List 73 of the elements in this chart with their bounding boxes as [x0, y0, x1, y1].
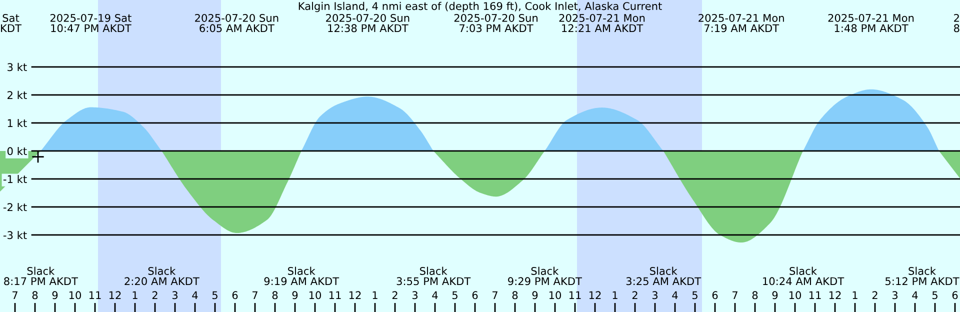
x-tick-label: 3 — [412, 291, 418, 300]
annotation: Sat KDT — [1, 14, 22, 32]
x-tick-label: 9 — [772, 291, 778, 300]
y-tick-label: 3 kt — [8, 62, 27, 72]
x-tick-label: 9 — [532, 291, 538, 300]
x-tick-label: 9 — [52, 291, 58, 300]
x-tick-label: 1 — [132, 291, 138, 300]
x-tick-label: 5 — [692, 291, 698, 300]
x-tick-label: 10 — [789, 291, 802, 300]
annotation: Slack 3:55 PM AKDT — [396, 266, 471, 286]
x-tick-label: 12 — [829, 291, 841, 300]
y-tick-label: 0 kt — [7, 146, 27, 156]
x-tick-label: 7 — [12, 291, 18, 300]
annotation: 2025-07-21 Mon 12:21 AM AKDT — [559, 14, 645, 32]
x-tick-label: 5 — [932, 291, 938, 300]
annotation: 2 8 — [954, 14, 960, 32]
x-tick-label: 3 — [892, 291, 898, 300]
annotation: Slack 3:25 AM AKDT — [626, 266, 702, 286]
x-tick-label: 11 — [329, 291, 341, 300]
x-tick-label: 7 — [492, 291, 498, 300]
annotation: Slack 9:29 PM AKDT — [508, 266, 582, 286]
annotation: 2025-07-19 Sat 10:47 PM AKDT — [50, 14, 132, 32]
x-tick-label: 11 — [569, 291, 581, 300]
x-tick-label: 10 — [309, 291, 322, 300]
annotation: Slack 8:17 PM AKDT — [4, 266, 78, 286]
x-tick-label: 11 — [809, 291, 821, 300]
x-tick-label: 6 — [952, 291, 958, 300]
x-tick-label: 11 — [89, 291, 101, 300]
x-tick-label: 6 — [712, 291, 718, 300]
annotation: Slack 9:19 AM AKDT — [264, 266, 340, 286]
x-tick-label: 8 — [752, 291, 758, 300]
x-tick-label: 8 — [32, 291, 38, 300]
x-tick-label: 8 — [272, 291, 278, 300]
x-tick-label: 6 — [472, 291, 478, 300]
x-tick-label: 5 — [212, 291, 218, 300]
chart-title: Kalgin Island, 4 nmi east of (depth 169 ft), Cook Inlet, Alaska Current — [298, 2, 662, 12]
x-tick-label: 2 — [152, 291, 158, 300]
x-tick-label: 12 — [589, 291, 601, 300]
x-tick-label: 12 — [109, 291, 121, 300]
x-tick-label: 5 — [452, 291, 458, 300]
x-tick-label: 4 — [912, 291, 918, 300]
x-tick-label: 7 — [732, 291, 738, 300]
x-tick-label: 10 — [69, 291, 82, 300]
annotation: 2025-07-20 Sun 6:05 AM AKDT — [195, 14, 278, 32]
x-tick-label: 9 — [292, 291, 298, 300]
x-tick-label: 6 — [232, 291, 238, 300]
x-tick-label: 2 — [872, 291, 878, 300]
annotation: Slack 5:12 PM AKDT — [886, 266, 960, 286]
annotation: Slack 2:20 AM AKDT — [124, 266, 200, 286]
x-tick-label: 3 — [172, 291, 178, 300]
x-tick-label: 1 — [372, 291, 378, 300]
x-tick-label: 4 — [432, 291, 438, 300]
y-tick-label: -3 kt — [3, 230, 27, 240]
x-tick-label: 1 — [612, 291, 618, 300]
x-tick-label: 7 — [252, 291, 258, 300]
x-tick-label: 4 — [192, 291, 198, 300]
x-tick-label: 3 — [652, 291, 658, 300]
x-tick-label: 8 — [512, 291, 518, 300]
y-tick-label: 1 kt — [8, 118, 27, 127]
annotation: 2025-07-21 Mon 7:19 AM AKDT — [698, 14, 784, 32]
x-tick-label: 2 — [632, 291, 638, 300]
y-tick-label: 2 kt — [8, 90, 27, 99]
y-tick-label: -1 kt — [3, 174, 27, 183]
x-tick-label: 12 — [349, 291, 361, 300]
annotation: 2025-07-20 Sun 7:03 PM AKDT — [454, 14, 538, 32]
x-tick-label: 2 — [392, 291, 398, 300]
x-tick-label: 10 — [549, 291, 562, 300]
y-tick-label: -2 kt — [3, 202, 27, 211]
annotation: 2025-07-20 Sun 12:38 PM AKDT — [326, 14, 410, 32]
annotation: Slack 10:24 AM AKDT — [763, 266, 844, 286]
x-tick-label: 1 — [852, 291, 858, 300]
x-tick-label: 4 — [672, 291, 678, 300]
annotation: 2025-07-21 Mon 1:48 PM AKDT — [828, 14, 914, 32]
